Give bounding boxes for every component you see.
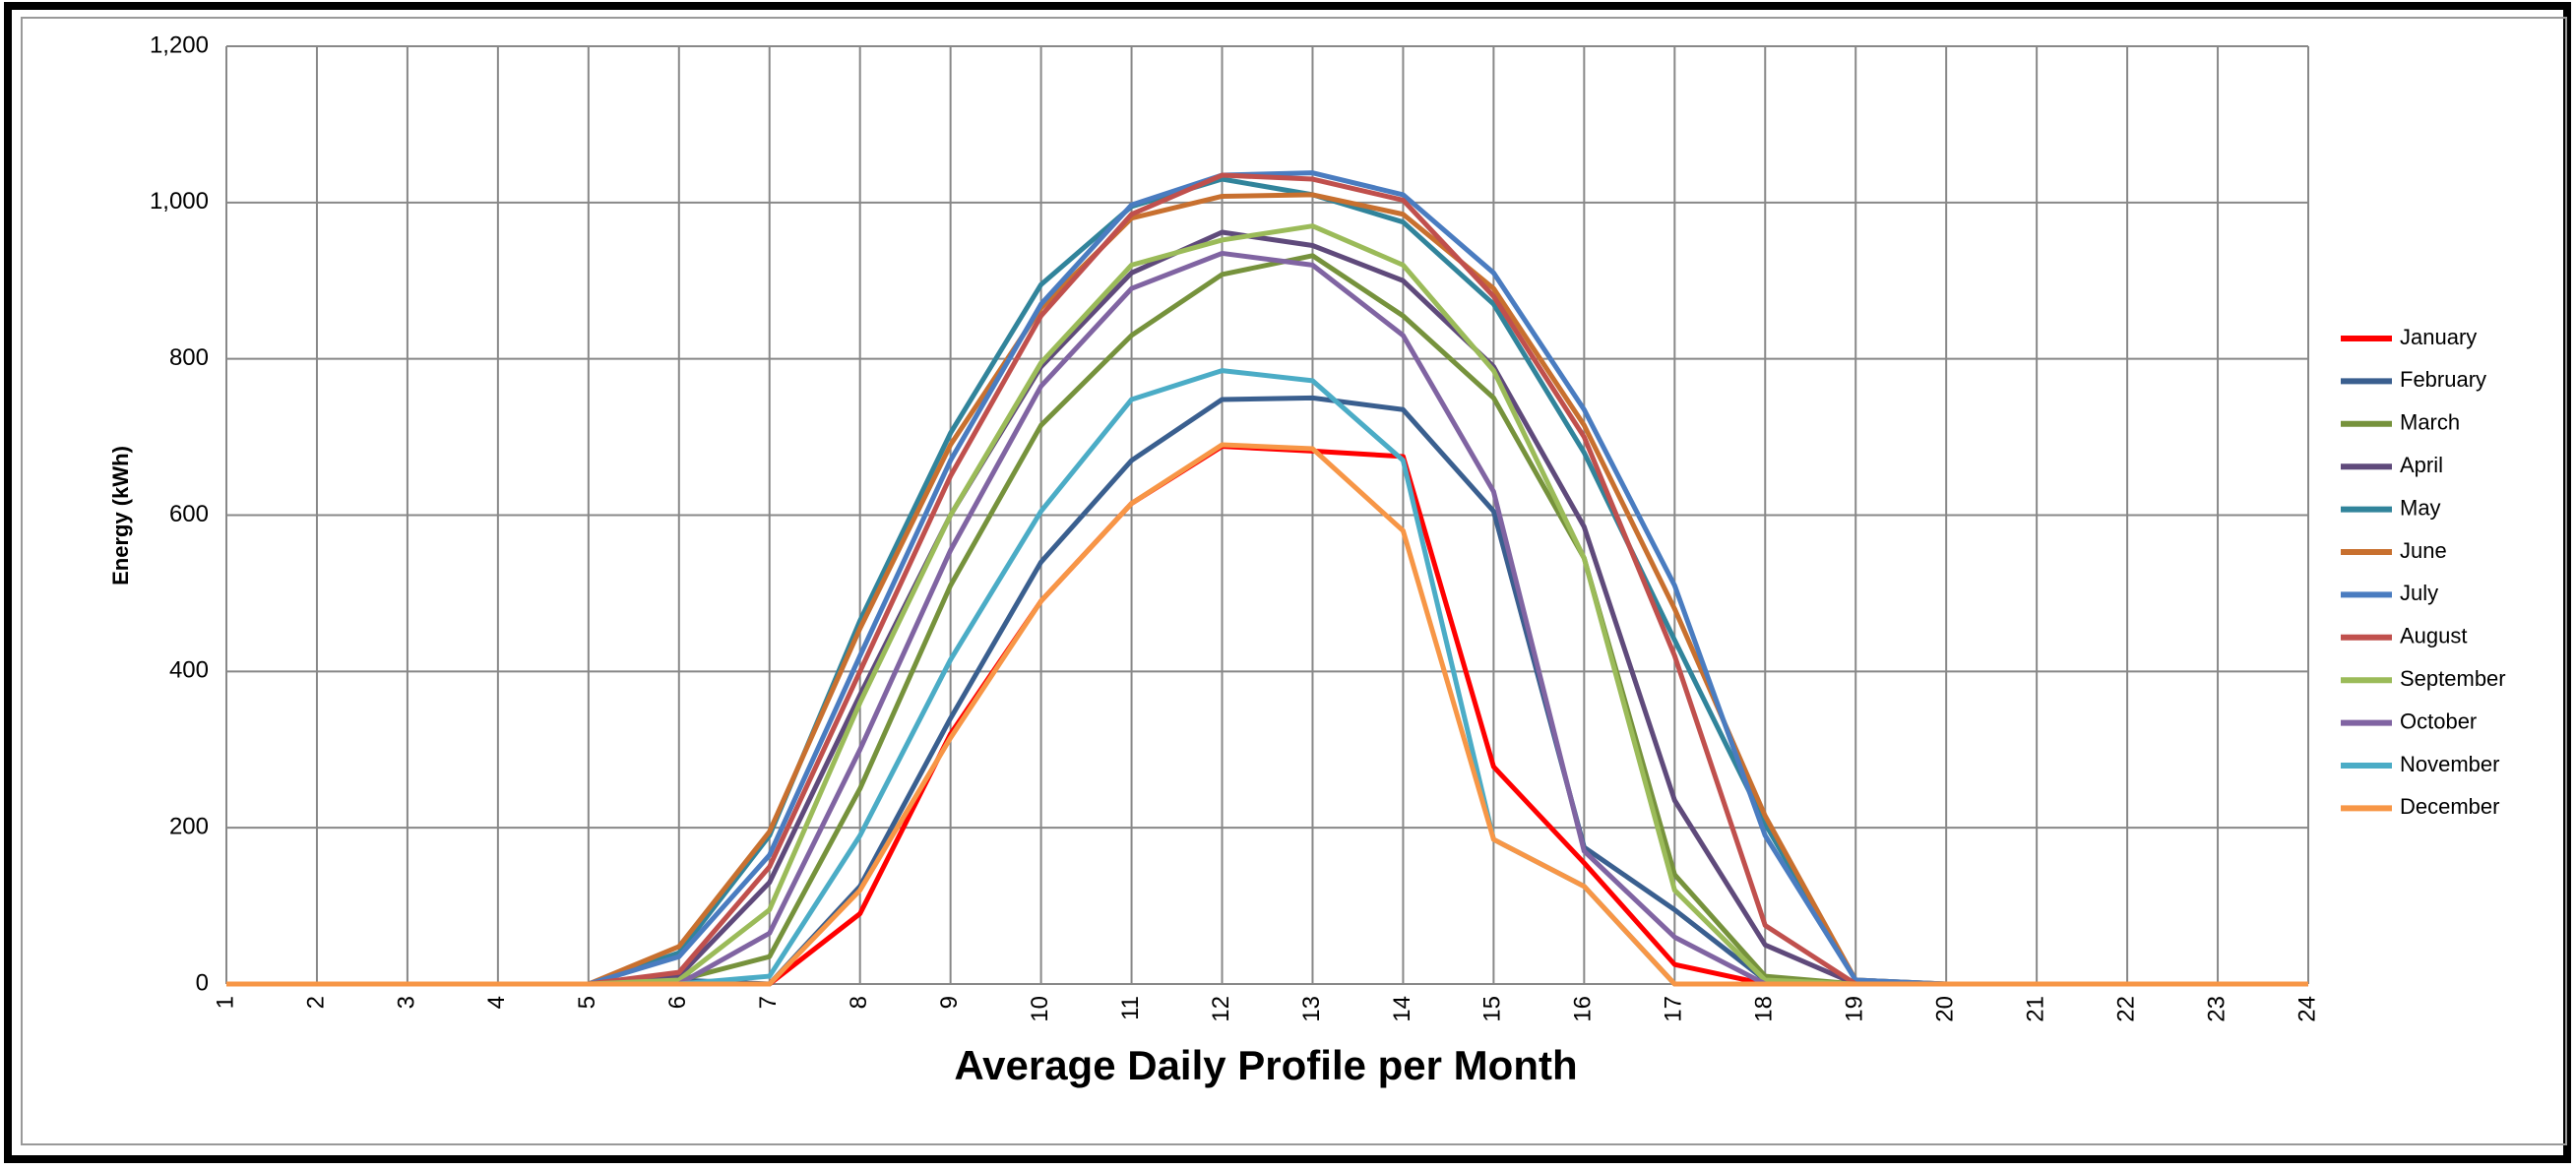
legend-label: August — [2400, 624, 2468, 648]
x-tick-label: 14 — [1389, 996, 1415, 1022]
series-line — [226, 176, 2308, 987]
x-tick-label: 1 — [212, 996, 238, 1009]
x-tick-label: 19 — [1842, 996, 1868, 1022]
x-tick-label: 5 — [574, 996, 600, 1009]
x-tick-label: 8 — [846, 996, 872, 1009]
y-tick-label: 1,200 — [150, 31, 209, 58]
x-tick-label: 24 — [2293, 996, 2320, 1022]
series-line — [226, 442, 2308, 987]
x-tick-label: 4 — [483, 996, 510, 1009]
x-tick-label: 20 — [1932, 996, 1959, 1022]
x-tick-label: 21 — [2022, 996, 2048, 1022]
chart-title: Average Daily Profile per Month — [954, 1042, 1577, 1088]
legend-label: October — [2400, 708, 2477, 733]
x-tick-label: 2 — [302, 996, 329, 1009]
series-line — [226, 395, 2308, 987]
x-tick-label: 9 — [936, 996, 963, 1009]
y-tick-label: 800 — [169, 344, 209, 371]
legend-label: November — [2400, 752, 2499, 776]
x-tick-label: 11 — [1117, 996, 1144, 1020]
y-tick-label: 1,000 — [150, 188, 209, 215]
series-line — [226, 229, 2308, 987]
x-tick-label: 13 — [1298, 996, 1325, 1022]
plot-frame — [21, 17, 2567, 1145]
y-tick-label: 600 — [169, 501, 209, 527]
legend-label: January — [2400, 325, 2477, 349]
legend-label: June — [2400, 538, 2447, 563]
x-tick-label: 3 — [393, 996, 419, 1009]
series-line — [226, 170, 2308, 987]
legend-label: July — [2400, 581, 2438, 605]
x-tick-label: 6 — [664, 996, 691, 1009]
legend-label: May — [2400, 495, 2441, 520]
series-line — [226, 192, 2308, 987]
x-tick-label: 23 — [2203, 996, 2230, 1022]
series-line — [226, 172, 2308, 987]
series-line — [226, 223, 2308, 987]
x-tick-label: 22 — [2112, 996, 2139, 1022]
legend-label: December — [2400, 794, 2499, 819]
legend-label: April — [2400, 453, 2443, 477]
x-tick-label: 12 — [1208, 996, 1234, 1022]
legend-label: September — [2400, 666, 2506, 691]
legend-label: February — [2400, 367, 2486, 392]
x-tick-label: 17 — [1661, 996, 1687, 1022]
y-tick-label: 400 — [169, 657, 209, 684]
x-tick-label: 7 — [755, 996, 782, 1009]
series-line — [226, 253, 2308, 987]
y-tick-label: 0 — [196, 969, 209, 996]
series-line — [226, 444, 2308, 987]
legend-label: March — [2400, 410, 2460, 435]
series-line — [226, 368, 2308, 987]
x-tick-label: 10 — [1027, 996, 1053, 1022]
x-tick-label: 15 — [1479, 996, 1506, 1022]
x-tick-label: 16 — [1570, 996, 1597, 1022]
y-tick-label: 200 — [169, 814, 209, 840]
y-axis-label: Energy (kWh) — [108, 446, 133, 585]
x-tick-label: 18 — [1751, 996, 1778, 1022]
series-line — [226, 250, 2308, 987]
